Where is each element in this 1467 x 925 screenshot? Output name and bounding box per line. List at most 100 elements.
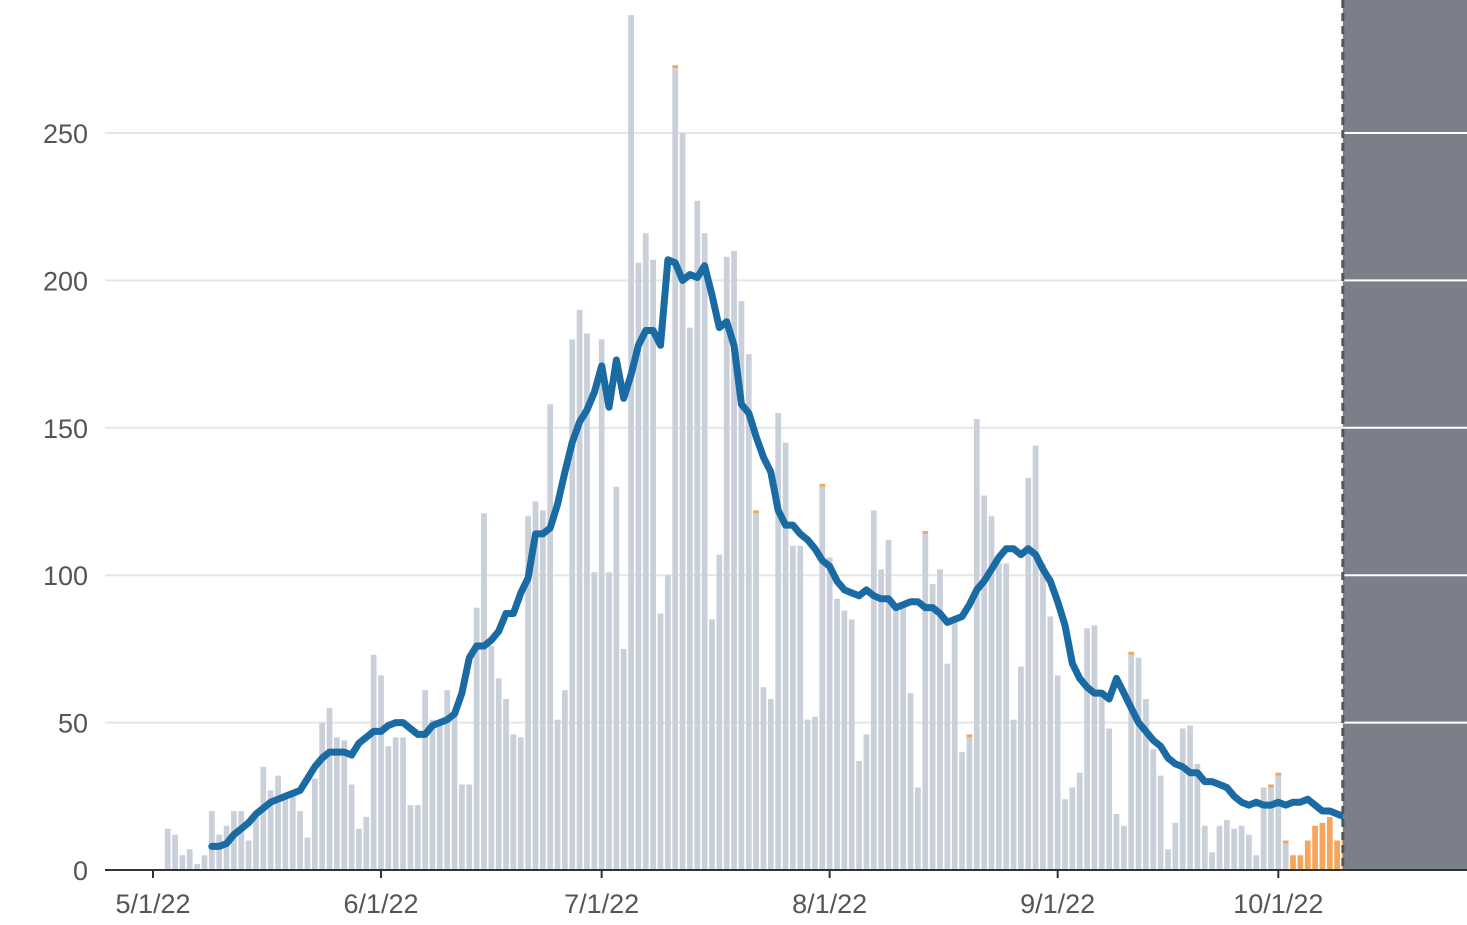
bar [1246, 834, 1252, 870]
bar [1143, 699, 1149, 870]
bar [664, 575, 671, 870]
bar [723, 256, 730, 870]
provisional-bar [1312, 825, 1318, 870]
bar [767, 699, 774, 870]
bar [356, 828, 362, 870]
bar [1010, 719, 1017, 870]
bar [1194, 763, 1201, 870]
bar [451, 716, 458, 870]
bar [657, 613, 664, 870]
bar [1268, 787, 1274, 870]
bar [959, 752, 965, 870]
y-tick-label: 50 [58, 709, 88, 739]
bar [988, 516, 995, 870]
bar [1150, 749, 1157, 870]
bar [1165, 849, 1171, 870]
bar [1282, 843, 1289, 870]
bar [297, 811, 303, 870]
provisional-bar [819, 483, 826, 487]
bar [1275, 775, 1282, 870]
bar [289, 796, 296, 870]
bar [731, 250, 737, 871]
bar [576, 309, 583, 870]
bar [812, 716, 818, 870]
x-tick-label: 9/1/22 [1020, 889, 1095, 919]
bar [753, 513, 759, 870]
bar [517, 737, 524, 870]
bar [1054, 675, 1061, 870]
bar [1106, 728, 1113, 870]
bar [510, 734, 517, 870]
bar [444, 690, 451, 870]
bar [334, 737, 340, 870]
provisional-bar [672, 65, 679, 69]
provisional-bar [1268, 784, 1274, 788]
bar [1209, 852, 1215, 870]
bar [1128, 654, 1135, 870]
bar [1084, 628, 1090, 870]
bar [687, 327, 693, 870]
bar [929, 584, 936, 870]
bar [922, 533, 929, 870]
bar [208, 811, 215, 870]
bar [826, 557, 833, 870]
bar [1187, 725, 1193, 870]
bar [282, 796, 289, 870]
bar [973, 418, 980, 870]
bar [966, 737, 973, 870]
provisional-bar [1326, 816, 1333, 870]
bar [436, 722, 443, 870]
bar [738, 301, 745, 870]
bar [569, 339, 576, 870]
y-tick-label: 200 [43, 266, 88, 296]
bar [348, 784, 355, 870]
bar [1098, 693, 1105, 870]
bar [1179, 728, 1186, 870]
moving-average-path [208, 256, 1348, 850]
provisional-bar [922, 530, 929, 534]
bar [238, 811, 245, 870]
bar [1157, 775, 1164, 870]
daily-bars [164, 15, 1370, 871]
bar [459, 784, 465, 870]
bar [1069, 787, 1076, 870]
bar [1253, 855, 1260, 870]
bar [709, 619, 715, 870]
bar [481, 513, 487, 870]
bar [870, 510, 877, 870]
bar [907, 693, 914, 870]
provisional-bar [1128, 651, 1135, 655]
bar [650, 259, 657, 870]
bar [385, 746, 392, 870]
x-tick-label: 10/1/22 [1233, 889, 1323, 919]
bar [834, 598, 840, 870]
x-tick-label: 5/1/22 [115, 889, 190, 919]
bar [841, 610, 848, 870]
bar [790, 545, 796, 870]
bar [804, 719, 811, 870]
bar [532, 501, 539, 870]
bar [1047, 616, 1054, 870]
provisional-bar [1297, 855, 1304, 870]
bar [275, 775, 281, 870]
bar [694, 200, 701, 870]
y-tick-label: 0 [73, 856, 88, 886]
bar [1113, 813, 1120, 870]
bar [819, 486, 826, 870]
bar [164, 828, 171, 870]
bar [981, 495, 987, 870]
bar [591, 572, 598, 870]
y-tick-label: 100 [43, 561, 88, 591]
bar [1032, 445, 1039, 870]
bar [304, 837, 311, 870]
bar [679, 133, 686, 870]
bar [745, 354, 752, 871]
bar [1025, 477, 1032, 870]
bar [628, 15, 634, 870]
bar [760, 687, 767, 870]
bar [1201, 825, 1208, 870]
bar [378, 675, 384, 870]
bar [672, 68, 679, 871]
y-tick-label: 150 [43, 414, 88, 444]
